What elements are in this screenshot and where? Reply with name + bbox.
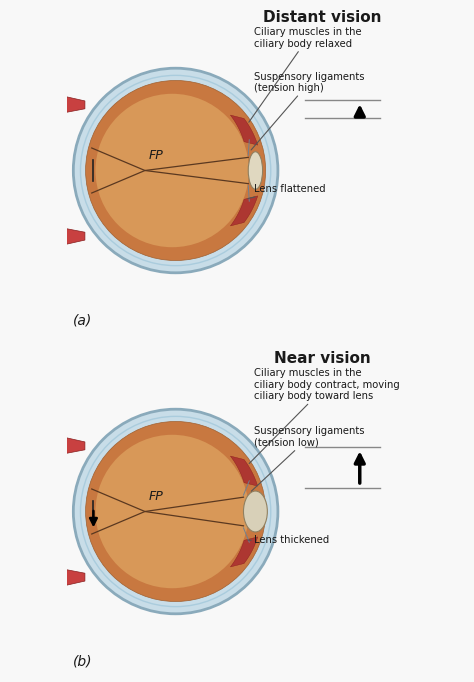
Ellipse shape (73, 409, 278, 614)
Polygon shape (44, 565, 85, 590)
Polygon shape (230, 115, 258, 145)
Text: (b): (b) (73, 655, 93, 669)
Polygon shape (44, 224, 85, 250)
Ellipse shape (95, 435, 249, 588)
Polygon shape (44, 92, 85, 117)
Text: Distant vision: Distant vision (263, 10, 382, 25)
Text: (a): (a) (73, 314, 92, 328)
Text: Ciliary muscles in the
ciliary body relaxed: Ciliary muscles in the ciliary body rela… (249, 27, 362, 122)
Text: Suspensory ligaments
(tension low): Suspensory ligaments (tension low) (251, 426, 365, 491)
Text: Near vision: Near vision (274, 351, 371, 366)
Polygon shape (230, 196, 258, 226)
Text: Ciliary muscles in the
ciliary body contract, moving
ciliary body toward lens: Ciliary muscles in the ciliary body cont… (249, 368, 400, 464)
Text: FP: FP (148, 490, 163, 503)
Text: Lens flattened: Lens flattened (248, 184, 326, 198)
Ellipse shape (86, 80, 265, 261)
Text: FP: FP (148, 149, 163, 162)
Polygon shape (230, 456, 258, 486)
Ellipse shape (248, 152, 263, 189)
Polygon shape (44, 433, 85, 458)
Ellipse shape (86, 421, 265, 602)
Text: Lens thickened: Lens thickened (248, 535, 329, 546)
Ellipse shape (95, 93, 249, 248)
Ellipse shape (244, 491, 267, 532)
Polygon shape (230, 537, 258, 567)
Ellipse shape (73, 68, 278, 273)
Text: Suspensory ligaments
(tension high): Suspensory ligaments (tension high) (251, 72, 365, 150)
